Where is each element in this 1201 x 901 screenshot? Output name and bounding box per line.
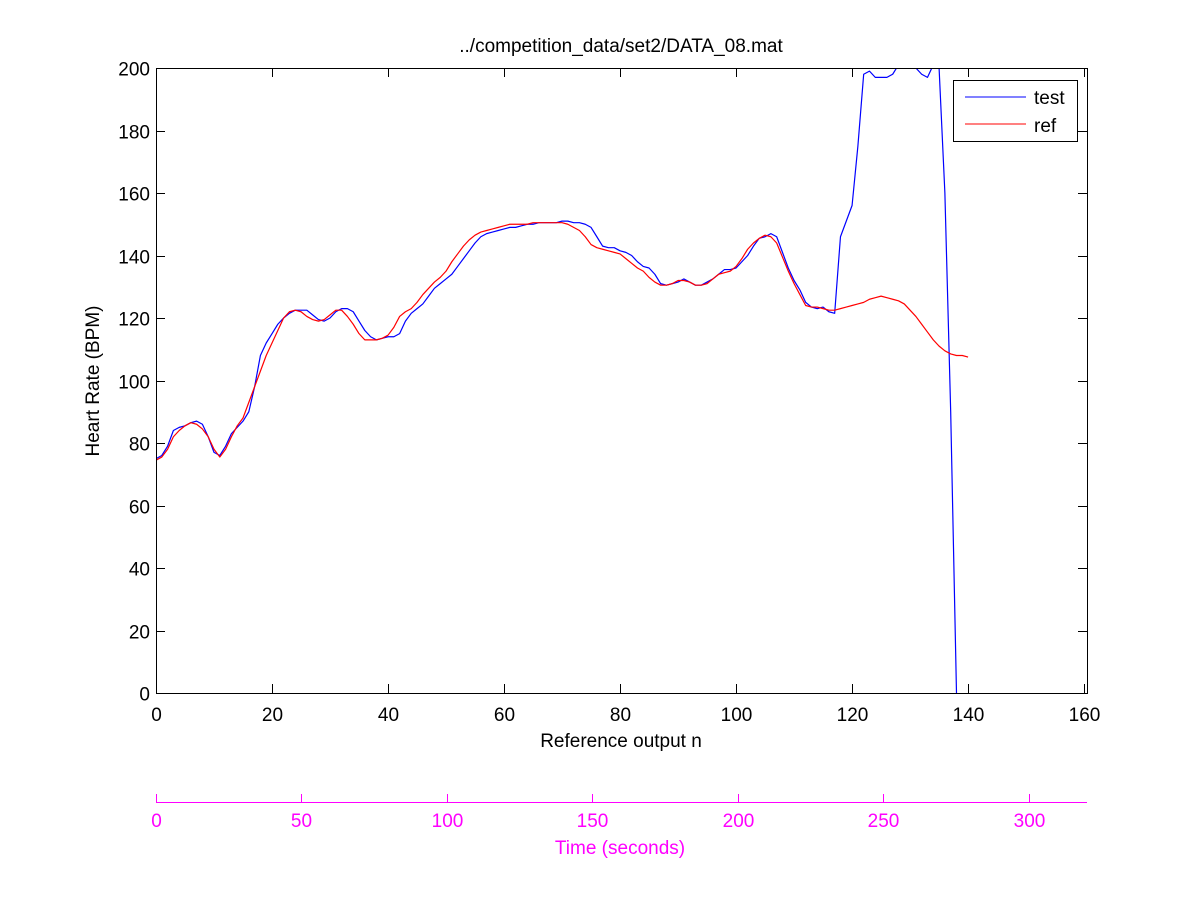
- x-axis-label: Reference output n: [540, 731, 702, 752]
- y-tick-label: 80: [129, 435, 150, 456]
- plot-area: [156, 68, 1087, 693]
- y-tick-label: 160: [118, 185, 150, 206]
- y-tick-label: 0: [139, 685, 150, 706]
- y-tick-label: 60: [129, 498, 150, 519]
- x-tick-label: 140: [953, 705, 985, 726]
- y-tick-label: 100: [118, 373, 150, 394]
- y-axis: 0 20 40 60 80 100 120 140 160 180 200: [118, 60, 1087, 706]
- x-tick-label: 100: [721, 705, 753, 726]
- x-tick-label: 80: [610, 705, 631, 726]
- series-layer: [156, 68, 969, 693]
- time-axis-label: Time (seconds): [555, 838, 685, 859]
- x-tick-label: 40: [378, 705, 399, 726]
- time-tick-label: 50: [291, 811, 312, 832]
- x-tick-label: 0: [151, 705, 162, 726]
- x-tick-label: 20: [262, 705, 283, 726]
- y-tick-label: 200: [118, 60, 150, 81]
- legend: test ref: [953, 80, 1078, 142]
- x-axis: 0 20 40 60 80 100 120 140 160: [151, 68, 1100, 726]
- y-tick-label: 180: [118, 123, 150, 144]
- time-tick-label: 100: [432, 811, 464, 832]
- time-axis: Time (seconds) 0 50 100 150 200 250 300: [151, 794, 1087, 859]
- x-tick-label: 160: [1069, 705, 1101, 726]
- time-tick-label: 300: [1014, 811, 1046, 832]
- time-tick-label: 0: [151, 811, 162, 832]
- time-tick-label: 150: [577, 811, 609, 832]
- x-tick-label: 60: [494, 705, 515, 726]
- y-axis-label: Heart Rate (BPM): [83, 306, 104, 457]
- y-tick-label: 20: [129, 623, 150, 644]
- y-tick-label: 120: [118, 310, 150, 331]
- series-line-ref: [156, 222, 969, 461]
- time-tick-label: 200: [723, 811, 755, 832]
- x-tick-label: 120: [837, 705, 869, 726]
- legend-box: [953, 80, 1078, 142]
- time-tick-label: 250: [868, 811, 900, 832]
- y-tick-label: 40: [129, 560, 150, 581]
- legend-label-ref: ref: [1034, 116, 1057, 137]
- chart-title: ../competition_data/set2/DATA_08.mat: [459, 36, 783, 57]
- legend-label-test: test: [1034, 88, 1065, 109]
- y-tick-label: 140: [118, 248, 150, 269]
